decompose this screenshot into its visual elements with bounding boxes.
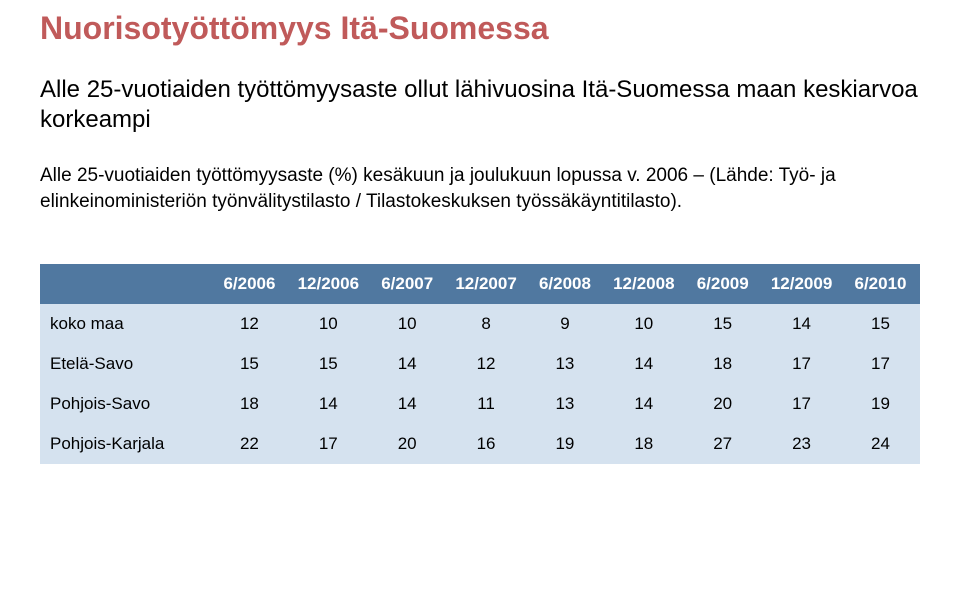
cell: 27 [683,424,762,464]
document-root: Nuorisotyöttömyys Itä-Suomessa Alle 25-v… [0,0,960,484]
cell: 17 [841,344,920,384]
row-label: koko maa [40,304,210,344]
cell: 18 [210,384,289,424]
cell: 17 [762,384,841,424]
cell: 22 [210,424,289,464]
cell: 9 [526,304,605,344]
cell: 15 [210,344,289,384]
row-label: Pohjois-Karjala [40,424,210,464]
col-header: 12/2007 [447,264,526,304]
cell: 20 [683,384,762,424]
cell: 23 [762,424,841,464]
cell: 13 [526,344,605,384]
source-paragraph: Alle 25-vuotiaiden työttömyysaste (%) ke… [40,163,920,214]
table-row: Etelä-Savo 15 15 14 12 13 14 18 17 17 [40,344,920,384]
col-header: 12/2006 [289,264,368,304]
cell: 14 [368,344,447,384]
table-row: koko maa 12 10 10 8 9 10 15 14 15 [40,304,920,344]
cell: 13 [526,384,605,424]
intro-paragraph: Alle 25-vuotiaiden työttömyysaste ollut … [40,75,920,135]
cell: 14 [762,304,841,344]
cell: 14 [368,384,447,424]
cell: 10 [368,304,447,344]
cell: 15 [683,304,762,344]
cell: 14 [289,384,368,424]
cell: 19 [526,424,605,464]
cell: 19 [841,384,920,424]
cell: 24 [841,424,920,464]
cell: 17 [762,344,841,384]
unemployment-table: 6/2006 12/2006 6/2007 12/2007 6/2008 12/… [40,264,920,464]
cell: 10 [604,304,683,344]
col-header: 6/2006 [210,264,289,304]
cell: 14 [604,344,683,384]
cell: 15 [289,344,368,384]
cell: 17 [289,424,368,464]
col-header: 6/2008 [526,264,605,304]
cell: 8 [447,304,526,344]
page-title: Nuorisotyöttömyys Itä-Suomessa [40,10,920,47]
row-label: Pohjois-Savo [40,384,210,424]
table-row: Pohjois-Savo 18 14 14 11 13 14 20 17 19 [40,384,920,424]
table-row: Pohjois-Karjala 22 17 20 16 19 18 27 23 … [40,424,920,464]
cell: 14 [604,384,683,424]
cell: 12 [447,344,526,384]
row-label: Etelä-Savo [40,344,210,384]
table-header-row: 6/2006 12/2006 6/2007 12/2007 6/2008 12/… [40,264,920,304]
cell: 16 [447,424,526,464]
col-header: 6/2010 [841,264,920,304]
cell: 18 [604,424,683,464]
table-header-empty [40,264,210,304]
cell: 12 [210,304,289,344]
col-header: 12/2008 [604,264,683,304]
col-header: 12/2009 [762,264,841,304]
table-header: 6/2006 12/2006 6/2007 12/2007 6/2008 12/… [40,264,920,304]
table-body: koko maa 12 10 10 8 9 10 15 14 15 Etelä-… [40,304,920,464]
col-header: 6/2009 [683,264,762,304]
cell: 11 [447,384,526,424]
cell: 10 [289,304,368,344]
cell: 20 [368,424,447,464]
col-header: 6/2007 [368,264,447,304]
cell: 18 [683,344,762,384]
cell: 15 [841,304,920,344]
